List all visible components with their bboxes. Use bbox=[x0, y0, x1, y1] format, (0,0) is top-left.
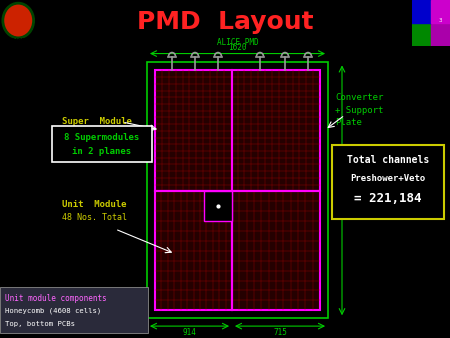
Bar bbox=[155, 191, 232, 310]
Bar bbox=[412, 0, 431, 23]
Bar bbox=[431, 0, 450, 23]
Circle shape bbox=[3, 3, 34, 38]
Text: 3: 3 bbox=[439, 18, 442, 23]
Bar bbox=[0, 287, 148, 333]
Text: in 2 planes: in 2 planes bbox=[72, 147, 131, 156]
Text: 1620: 1620 bbox=[228, 43, 247, 52]
Text: Top, bottom PCBs: Top, bottom PCBs bbox=[5, 321, 75, 327]
Text: = 221,184: = 221,184 bbox=[354, 192, 422, 205]
Text: Honeycomb (4608 cells): Honeycomb (4608 cells) bbox=[5, 308, 101, 314]
Bar bbox=[332, 145, 444, 219]
Text: Preshower+Veto: Preshower+Veto bbox=[351, 174, 426, 183]
Text: 48 Nos. Total: 48 Nos. Total bbox=[62, 213, 127, 222]
Text: 1890: 1890 bbox=[344, 181, 353, 199]
Bar bbox=[431, 23, 450, 46]
Text: Unit module components: Unit module components bbox=[5, 294, 107, 303]
Text: ALICE: ALICE bbox=[10, 38, 26, 43]
Text: Unit  Module: Unit Module bbox=[62, 200, 126, 209]
Text: Total channels: Total channels bbox=[347, 154, 429, 165]
Text: PMD  Layout: PMD Layout bbox=[137, 10, 313, 34]
Text: 715: 715 bbox=[273, 328, 287, 337]
Text: 8 Supermodules: 8 Supermodules bbox=[64, 133, 140, 142]
Bar bbox=[52, 126, 152, 162]
Text: ALICE PMD: ALICE PMD bbox=[217, 38, 258, 47]
Text: Converter
+ Support
Plate: Converter + Support Plate bbox=[335, 93, 383, 127]
Text: 914: 914 bbox=[183, 328, 197, 337]
Bar bbox=[412, 23, 431, 46]
Text: Super  Module: Super Module bbox=[62, 117, 132, 126]
Bar bbox=[147, 63, 328, 318]
Bar bbox=[155, 70, 320, 191]
Bar bbox=[204, 191, 232, 221]
Bar bbox=[232, 191, 320, 310]
